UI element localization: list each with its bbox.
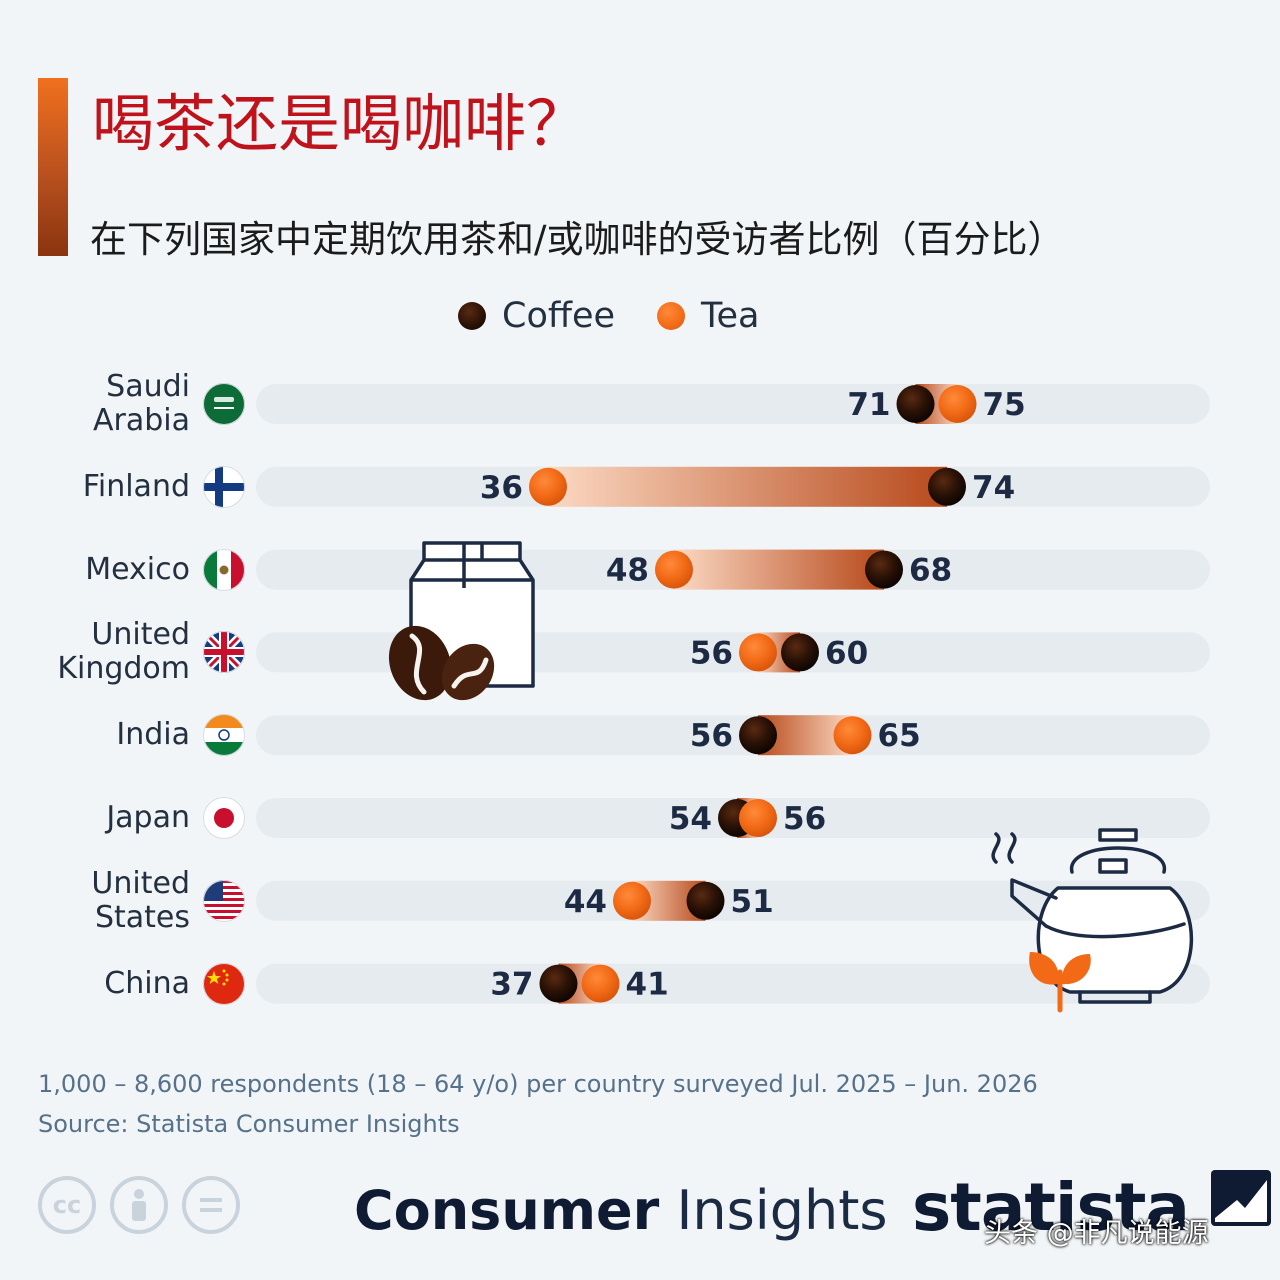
legend: Coffee Tea [458, 292, 801, 340]
uk-flag-icon [203, 631, 245, 674]
country-label: United States [91, 865, 190, 935]
value-label-low: 36 [480, 470, 523, 506]
coffee-point [896, 385, 935, 423]
source-note: Source: Statista Consumer Insights [38, 1110, 460, 1138]
statista-logo[interactable]: statista [912, 1168, 1271, 1248]
coffee-point [781, 633, 819, 672]
footnote: 1,000 – 8,600 respondents (18 – 64 y/o) … [38, 1064, 1038, 1144]
value-label-high: 56 [783, 801, 826, 837]
page-title: 喝茶还是喝咖啡？ [92, 87, 589, 160]
tea-point [739, 633, 777, 672]
coffee-point [928, 467, 966, 506]
tea-point [613, 881, 651, 920]
license-icons: cc [38, 1176, 254, 1234]
range-bar [548, 466, 947, 507]
tea-point [581, 964, 620, 1003]
value-label-high: 51 [731, 884, 774, 920]
respondents-note: 1,000 – 8,600 respondents (18 – 64 y/o) … [38, 1070, 1038, 1098]
row-track [256, 880, 1210, 921]
country-label: United Kingdom [57, 617, 190, 687]
coffee-point [686, 881, 725, 920]
tea-point [655, 550, 693, 589]
tea-point [529, 467, 567, 506]
country-label: Finland [82, 468, 190, 504]
legend-label-tea: Tea [701, 296, 760, 336]
coffee-point [865, 550, 903, 589]
value-label-high: 65 [878, 718, 921, 754]
us-flag-icon [203, 879, 245, 922]
brand-light: Insights [676, 1179, 888, 1242]
no-derivatives-icon[interactable] [182, 1176, 240, 1234]
legend-label-coffee: Coffee [502, 296, 616, 336]
saudi-arabia-flag-icon [203, 383, 245, 425]
coffee-beans-icon [388, 625, 495, 701]
mexico-flag-icon [203, 548, 245, 591]
tea-point [833, 716, 872, 755]
watermark: 头条 @非凡说能源 [984, 1218, 1209, 1249]
legend-item-coffee: Coffee [458, 296, 615, 336]
statista-mark-icon [1210, 1170, 1271, 1226]
country-label: India [116, 717, 190, 753]
tea-leaf-icon [1029, 952, 1091, 1013]
value-label-low: 56 [690, 718, 733, 754]
value-label-low: 71 [847, 387, 890, 423]
tea-point [739, 799, 777, 837]
coffee-point [539, 964, 578, 1003]
cc-icon[interactable]: cc [38, 1176, 96, 1234]
japan-flag-icon [203, 797, 245, 839]
tea-dot-icon [657, 302, 686, 330]
row-track [256, 715, 1210, 756]
coffee-dot-icon [458, 302, 486, 330]
chart-subtitle: 在下列国家中定期饮用茶和/或咖啡的受访者比例（百分比） [90, 218, 1065, 261]
range-bar [674, 549, 884, 590]
country-label: China [104, 965, 190, 1001]
statista-wordmark: statista [912, 1169, 1190, 1246]
coffee-point [739, 716, 777, 755]
finland-flag-icon [203, 465, 245, 508]
value-label-low: 56 [690, 635, 733, 671]
tea-point [938, 385, 977, 423]
accent-bar [38, 78, 68, 256]
consumer-insights-brand: Consumer Insights [354, 1178, 888, 1244]
dumbbell-chart: 71 75 36 74 48 68 56 60 56 65 54 56 44 51 37 41 [256, 384, 1210, 1013]
attribution-icon[interactable] [110, 1176, 168, 1234]
value-label-low: 48 [606, 553, 649, 589]
country-label: Japan [106, 800, 190, 835]
row-track [256, 963, 1210, 1004]
country-label: Mexico [85, 551, 190, 587]
china-flag-icon [203, 962, 245, 1005]
value-label-high: 68 [909, 553, 952, 589]
value-label-high: 75 [983, 387, 1026, 423]
value-label-low: 37 [490, 967, 533, 1003]
value-label-low: 44 [564, 884, 607, 920]
country-label: Saudi Arabia [92, 369, 190, 438]
india-flag-icon [203, 714, 245, 757]
legend-item-tea: Tea [657, 296, 759, 336]
value-label-low: 54 [669, 801, 712, 837]
brand-bold: Consumer [354, 1179, 660, 1242]
row-track [256, 384, 1210, 424]
value-label-high: 41 [626, 967, 669, 1003]
value-label-high: 60 [825, 635, 868, 671]
value-label-high: 74 [972, 470, 1015, 506]
